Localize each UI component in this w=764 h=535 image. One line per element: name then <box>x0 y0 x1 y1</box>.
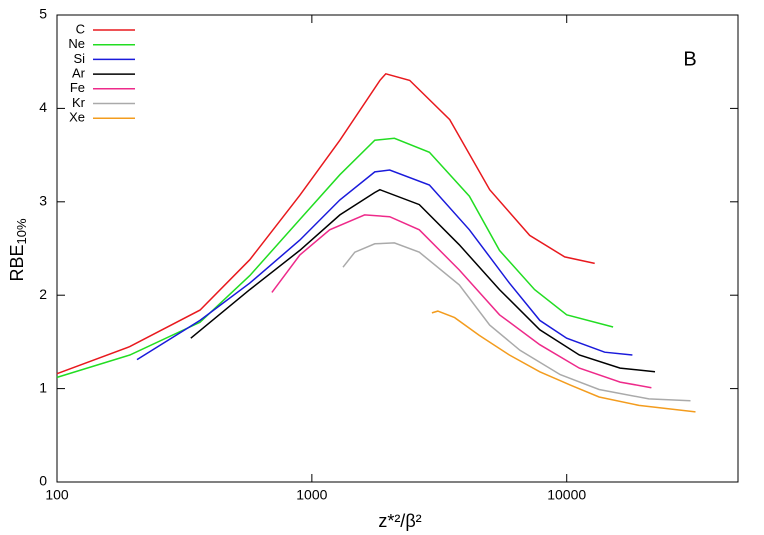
panel-label: B <box>683 48 696 70</box>
x-tick-label: 1000 <box>296 487 327 503</box>
y-tick-label: 2 <box>39 286 47 302</box>
y-tick-label: 4 <box>39 99 47 115</box>
legend-label: Fe <box>70 80 85 95</box>
x-axis-label: z*²/β² <box>378 511 421 531</box>
legend-label: Xe <box>69 110 85 125</box>
y-tick-label: 5 <box>39 6 47 22</box>
data-line <box>190 188 656 373</box>
y-tick-label: 1 <box>39 379 47 395</box>
x-tick-label: 100 <box>45 487 69 503</box>
legend-label: Kr <box>72 95 86 110</box>
data-line <box>342 242 691 402</box>
data-line <box>136 169 633 361</box>
legend-label: C <box>76 21 85 36</box>
y-axis-label-sub: 10% <box>14 218 29 244</box>
data-line <box>56 72 595 375</box>
y-tick-label: 3 <box>39 193 47 209</box>
y-axis-label: RBE10% <box>7 218 30 281</box>
y-axis-label-main: RBE <box>7 245 27 282</box>
x-tick-label: 10000 <box>547 487 586 503</box>
legend-label: Ne <box>68 36 85 51</box>
plot-frame <box>56 14 739 483</box>
y-tick-label: 0 <box>39 473 47 489</box>
legend-label: Ar <box>72 66 86 81</box>
data-line <box>271 214 652 389</box>
legend-label: Si <box>73 51 85 66</box>
data-line <box>431 310 696 413</box>
